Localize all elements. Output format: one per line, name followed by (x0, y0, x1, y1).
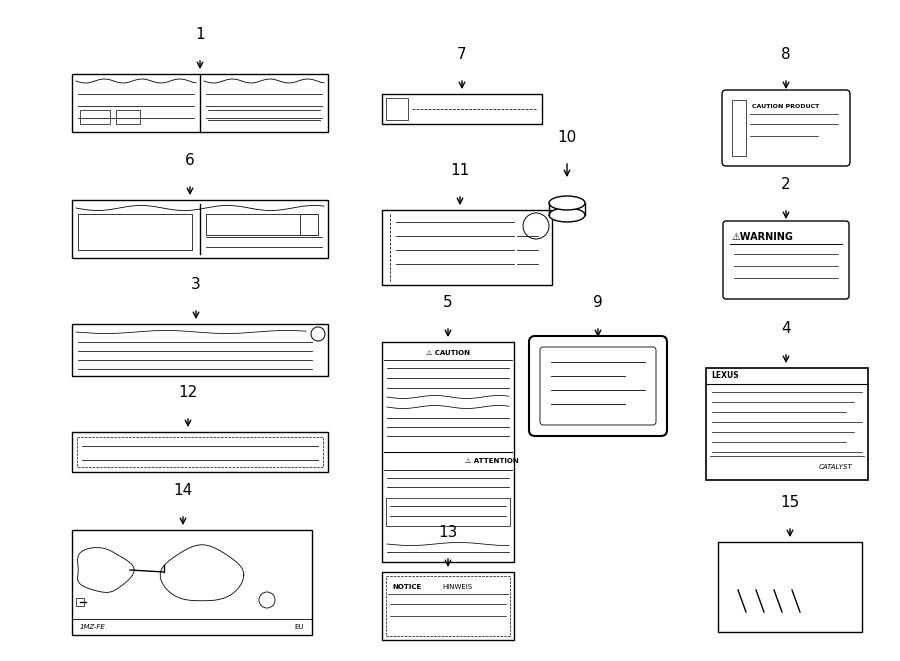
FancyBboxPatch shape (723, 221, 849, 299)
Text: ⚠WARNING: ⚠WARNING (732, 232, 794, 242)
Bar (77, 437, 323, 467)
Text: 1MZ-FE: 1MZ-FE (80, 624, 106, 630)
Text: NOTICE: NOTICE (392, 584, 421, 590)
Text: ⚠ ATTENTION: ⚠ ATTENTION (465, 458, 519, 464)
Text: 9: 9 (593, 295, 603, 310)
Text: 4: 4 (781, 321, 791, 336)
Text: 11: 11 (450, 163, 470, 178)
Text: HINWEIS: HINWEIS (442, 584, 472, 590)
Ellipse shape (549, 196, 585, 210)
Bar (300, 214, 318, 235)
Text: LEXUS: LEXUS (711, 371, 739, 381)
Text: CATALYST: CATALYST (818, 464, 852, 470)
Text: 10: 10 (557, 130, 577, 145)
Text: 13: 13 (438, 525, 458, 540)
Bar (732, 100, 746, 156)
Bar (80, 110, 110, 124)
Bar (382, 210, 552, 285)
Text: 6: 6 (185, 153, 195, 168)
Bar (386, 498, 510, 526)
Text: 14: 14 (174, 483, 193, 498)
Bar (72, 530, 312, 635)
Bar (718, 542, 862, 632)
Text: 3: 3 (191, 277, 201, 292)
Bar (206, 214, 316, 235)
Text: 15: 15 (780, 495, 799, 510)
Bar (116, 110, 140, 124)
Text: ⚠ CAUTION: ⚠ CAUTION (426, 350, 470, 356)
Bar (72, 432, 328, 472)
Text: 12: 12 (178, 385, 198, 400)
Text: CAUTION PRODUCT: CAUTION PRODUCT (752, 104, 819, 109)
Text: 7: 7 (457, 47, 467, 62)
Bar (78, 214, 192, 250)
Circle shape (259, 592, 275, 608)
Ellipse shape (549, 208, 585, 222)
Circle shape (523, 213, 549, 239)
Text: 1: 1 (195, 27, 205, 42)
Text: 8: 8 (781, 47, 791, 62)
Bar (382, 94, 542, 124)
Bar (72, 324, 328, 376)
Bar (382, 572, 514, 640)
Bar (706, 368, 868, 480)
Circle shape (311, 327, 325, 341)
Text: 5: 5 (443, 295, 453, 310)
FancyBboxPatch shape (540, 347, 656, 425)
Bar (72, 200, 328, 258)
Text: 2: 2 (781, 177, 791, 192)
Bar (72, 74, 328, 132)
Bar (386, 576, 510, 636)
Text: EU: EU (294, 624, 303, 630)
Bar (386, 98, 408, 120)
FancyBboxPatch shape (722, 90, 850, 166)
FancyBboxPatch shape (529, 336, 667, 436)
Bar (76, 598, 84, 606)
Bar (382, 342, 514, 562)
